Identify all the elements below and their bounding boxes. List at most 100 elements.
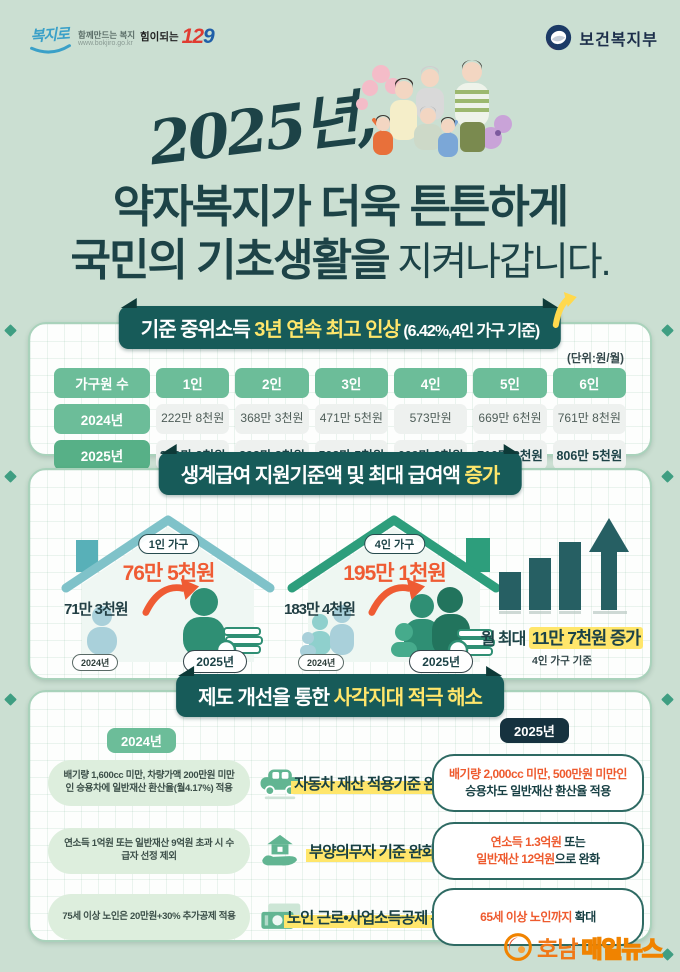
section1-ribbon: 기준 중위소득 3년 연속 최고 인상 (6.42%,4인 가구 기준) — [118, 292, 578, 349]
diamond-decoration — [661, 693, 674, 706]
publisher-name-light: 매일뉴스 — [581, 935, 664, 963]
improvement-row-obligor: 연소득 1억원 또는 일반재산 9억원 초과 시 수급자 선정 제외 부양의무자… — [30, 822, 650, 880]
diamond-decoration — [4, 693, 17, 706]
max-increase-text: 월 최대 11만 7천원 증가 — [468, 625, 656, 650]
table-cell: 222만 8천원 — [156, 404, 230, 434]
bokjiro-logo-text: 복지로 — [29, 25, 70, 46]
mohw-emblem-icon — [546, 24, 572, 51]
section2-ribbon: 생계급여 지원기준액 및 최대 급여액 증가 — [158, 444, 522, 495]
amount-2025: 76만 5천원 — [122, 562, 216, 585]
max-increase-prefix: 월 최대 — [480, 631, 529, 648]
diamond-decoration — [4, 324, 17, 337]
rule-2024-text: 75세 이상 노인은 20만원+30% 추가공제 적용 — [48, 894, 250, 940]
title-year: 2025년, — [145, 82, 378, 180]
year-label-2024: 2024년 — [298, 654, 345, 671]
rule-2025-line1: 연소득 1.3억원 또는 — [490, 835, 586, 850]
max-increase-note: 4인 가구 기준 — [532, 655, 592, 667]
household-4-card: 4인 가구 195만 1천원 183만 4천원 2024년 2025년 — [282, 510, 507, 674]
amount-2025: 195만 1천원 — [343, 562, 447, 585]
year-label-2025: 2025년 — [183, 650, 247, 673]
rule-2025-line2: 승용차도 일반재산 환산율 적용 — [465, 784, 611, 798]
car-icon — [260, 769, 300, 800]
improvement-title: 노인 근로•사업소득공제 확대 — [283, 888, 461, 946]
hand-house-icon — [262, 834, 297, 866]
household-size-badge: 1인 가구 — [137, 534, 200, 554]
col-header: 1인 — [156, 368, 230, 398]
household-size-badge: 4인 가구 — [363, 534, 426, 554]
rise-arrow-icon — [553, 292, 578, 328]
improvement-title: 부양의무자 기준 완화 — [288, 822, 456, 880]
mohw-logo: 보건복지부 — [545, 24, 658, 51]
rule-2024-text: 연소득 1억원 또는 일반재산 9억원 초과 시 수급자 선정 제외 — [48, 828, 250, 874]
call129-prefix: 힘이되는 — [140, 31, 179, 43]
table-cell: 368만 3천원 — [235, 404, 309, 434]
section3-ribbon: 제도 개선을 통한 사각지대 적극 해소 — [176, 666, 504, 717]
rule-2025-box: 연소득 1.3억원 또는 일반재산 12억원으로 완화 — [432, 822, 644, 880]
table-cell: 471만 5천원 — [314, 404, 388, 434]
increase-arrow-icon — [368, 578, 426, 616]
rule-2025-line1: 배기량 2,000cc 미만, 500만원 미만인 — [449, 767, 627, 782]
house-illustration — [61, 515, 275, 662]
section-system-improvement: 제도 개선을 통한 사각지대 적극 해소 2024년 2025년 배기량 1,6… — [28, 666, 652, 946]
col-header: 4인 — [394, 368, 468, 398]
year-label-2024: 2024년 — [72, 654, 119, 671]
section2-title-highlight: 증가 — [464, 465, 500, 487]
section1-title-part1: 기준 중위소득 — [140, 319, 255, 341]
max-increase-summary: 월 최대 11만 7천원 증가 4인 가구 기준 — [468, 512, 656, 668]
col-header: 3인 — [314, 368, 388, 398]
mohw-name: 보건복지부 — [579, 31, 658, 49]
table-cell: 669만 6천원 — [473, 404, 547, 434]
year-label-2025: 2025년 — [409, 650, 473, 673]
call129-logo: 힘이되는 129 — [140, 25, 215, 48]
call129-number: 129 — [181, 25, 215, 48]
rule-2025-line1: 65세 이상 노인까지 확대 — [480, 909, 596, 924]
badge-2025: 2025년 — [500, 718, 569, 743]
bokjiro-smile-icon — [30, 44, 71, 54]
diamond-decoration — [661, 948, 674, 961]
publisher-name-strong: 호남 — [537, 936, 578, 962]
section3-title-part1: 제도 개선을 통한 — [198, 687, 334, 709]
section-median-income: 기준 중위소득 3년 연속 최고 인상 (6.42%,4인 가구 기준) (단위… — [28, 292, 652, 470]
table-cell: 573만원 — [394, 404, 468, 434]
table-header-row: 가구원 수 1인 2인 3인 4인 5인 6인 — [54, 368, 626, 398]
publisher-logo: 호남 매일뉴스 — [503, 930, 664, 964]
household-1-card: 1인 가구 76만 5천원 71만 3천원 2024년 2025년 — [56, 510, 281, 674]
table-cell: 761만 8천원 — [552, 404, 626, 434]
bokjiro-tagline-text: 함께만드는 복지 — [78, 29, 136, 40]
col-header: 5인 — [473, 368, 547, 398]
improvement-row-senior-income: 75세 이상 노인은 20만원+30% 추가공제 적용 노인 근로•사업소득공제… — [30, 888, 650, 946]
section3-title-highlight: 사각지대 적극 해소 — [333, 687, 483, 709]
improvement-title: 자동차 재산 적용기준 완화 — [288, 754, 456, 812]
section2-title-part1: 생계급여 지원기준액 및 최대 급여액 — [180, 465, 465, 487]
amount-2024: 183만 4천원 — [284, 601, 356, 618]
growth-bar-chart-icon — [499, 518, 629, 614]
section1-title-part2: (6.42%,4인 가구 기준) — [399, 323, 540, 340]
rule-2025-box: 65세 이상 노인까지 확대 — [432, 888, 644, 946]
table-row-2024: 2024년 222만 8천원 368만 3천원 471만 5천원 573만원 6… — [54, 404, 626, 434]
col-header: 6인 — [552, 368, 626, 398]
unit-note: (단위:원/월) — [566, 353, 624, 365]
badge-2024: 2024년 — [107, 728, 176, 753]
bokjiro-logo: 복지로 함께만드는 복지 www.bokjiro.go.kr — [28, 24, 135, 55]
rule-2025-line2: 일반재산 12억원으로 완화 — [476, 852, 600, 866]
main-title-line2-strong: 국민의 기초생활을 — [70, 236, 390, 285]
family-illustration — [356, 60, 512, 157]
improvement-row-car: 배기량 1,600cc 미만, 차량가액 200만원 미만인 승용차에 일반재산… — [30, 754, 650, 812]
diamond-decoration — [661, 324, 674, 337]
section-living-benefit: 생계급여 지원기준액 및 최대 급여액 증가 1인 가구 76만 5천원 71만… — [28, 444, 652, 680]
bokjiro-tagline: 함께만드는 복지 www.bokjiro.go.kr — [78, 29, 136, 49]
section1-title-highlight: 3년 연속 최고 인상 — [254, 319, 401, 341]
main-title-line2: 국민의 기초생활을 지켜나갑니다. — [0, 224, 680, 288]
diamond-decoration — [4, 470, 17, 483]
main-title-line2-rest: 지켜나갑니다. — [388, 241, 611, 284]
publisher-emblem-icon — [504, 933, 532, 961]
col-header: 2인 — [235, 368, 309, 398]
bokjiro-wordmark: 복지로 — [27, 23, 73, 57]
amount-2024: 71만 3천원 — [64, 601, 129, 618]
col-header: 가구원 수 — [54, 368, 150, 398]
row-label: 2024년 — [54, 404, 150, 434]
bokjiro-url: www.bokjiro.go.kr — [78, 40, 133, 48]
rule-2024-text: 배기량 1,600cc 미만, 차량가액 200만원 미만인 승용차에 일반재산… — [48, 760, 250, 806]
max-increase-highlight: 11만 7천원 증가 — [528, 627, 644, 649]
